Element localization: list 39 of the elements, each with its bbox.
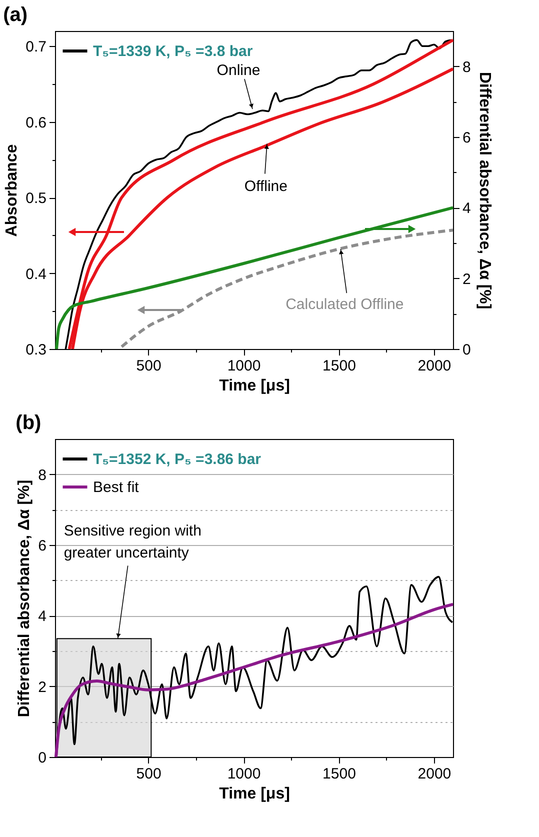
y-tick-label: 0.3: [26, 342, 46, 358]
x-axis-title: Time [μs]: [219, 786, 290, 802]
y-axis-title: Differential absorbance, Δα [%]: [16, 480, 34, 718]
annotation: Online: [216, 62, 260, 79]
y2-tick-label: 2: [462, 270, 471, 288]
y-tick-label: 0: [38, 750, 46, 766]
x-tick-label: 500: [136, 766, 162, 782]
x-tick-label: 2000: [418, 358, 452, 374]
y-tick-label: 6: [38, 538, 46, 554]
annotation: Sensitive region with greater uncertainty: [64, 522, 202, 562]
y-tick-label: 0.6: [26, 114, 46, 132]
y2-tick-label: 8: [462, 58, 471, 76]
line-series: [120, 228, 454, 348]
legend-label: T₅=1352 K, P₅ =3.86 bar: [93, 451, 262, 468]
legend-label: T₅=1339 K, P₅ =3.8 bar: [93, 43, 253, 60]
y-tick-label: 8: [38, 466, 46, 484]
x-tick-label: 1500: [322, 358, 356, 374]
chart-title: (a): [3, 4, 28, 26]
y-axis-title: Absorbance: [4, 144, 21, 237]
x-tick-label: 500: [136, 358, 162, 374]
x-tick-label: 1000: [227, 766, 261, 782]
y-tick-label: 2: [38, 678, 46, 696]
line-series: [55, 206, 454, 350]
y-tick-label: 4: [38, 608, 46, 626]
annotation: Offline: [244, 178, 288, 195]
annotation: Calculated Offline: [286, 296, 404, 314]
y-tick-label: 0.4: [26, 266, 46, 283]
y-tick-label: 0.5: [26, 190, 46, 208]
y2-axis-title: Differential absorbance, Δα [%]: [476, 72, 493, 310]
y-tick-label: 0.7: [26, 38, 46, 56]
legend-label: Best fit: [93, 479, 140, 496]
y2-tick-label: 4: [462, 200, 471, 218]
y2-tick-label: 0: [462, 342, 471, 358]
x-axis-title: Time [μs]: [219, 378, 290, 394]
y2-tick-label: 6: [462, 130, 471, 146]
x-tick-label: 2000: [418, 766, 452, 782]
chart-title: (b): [16, 412, 42, 434]
x-tick-label: 1000: [227, 358, 261, 374]
x-tick-label: 1500: [322, 766, 356, 782]
